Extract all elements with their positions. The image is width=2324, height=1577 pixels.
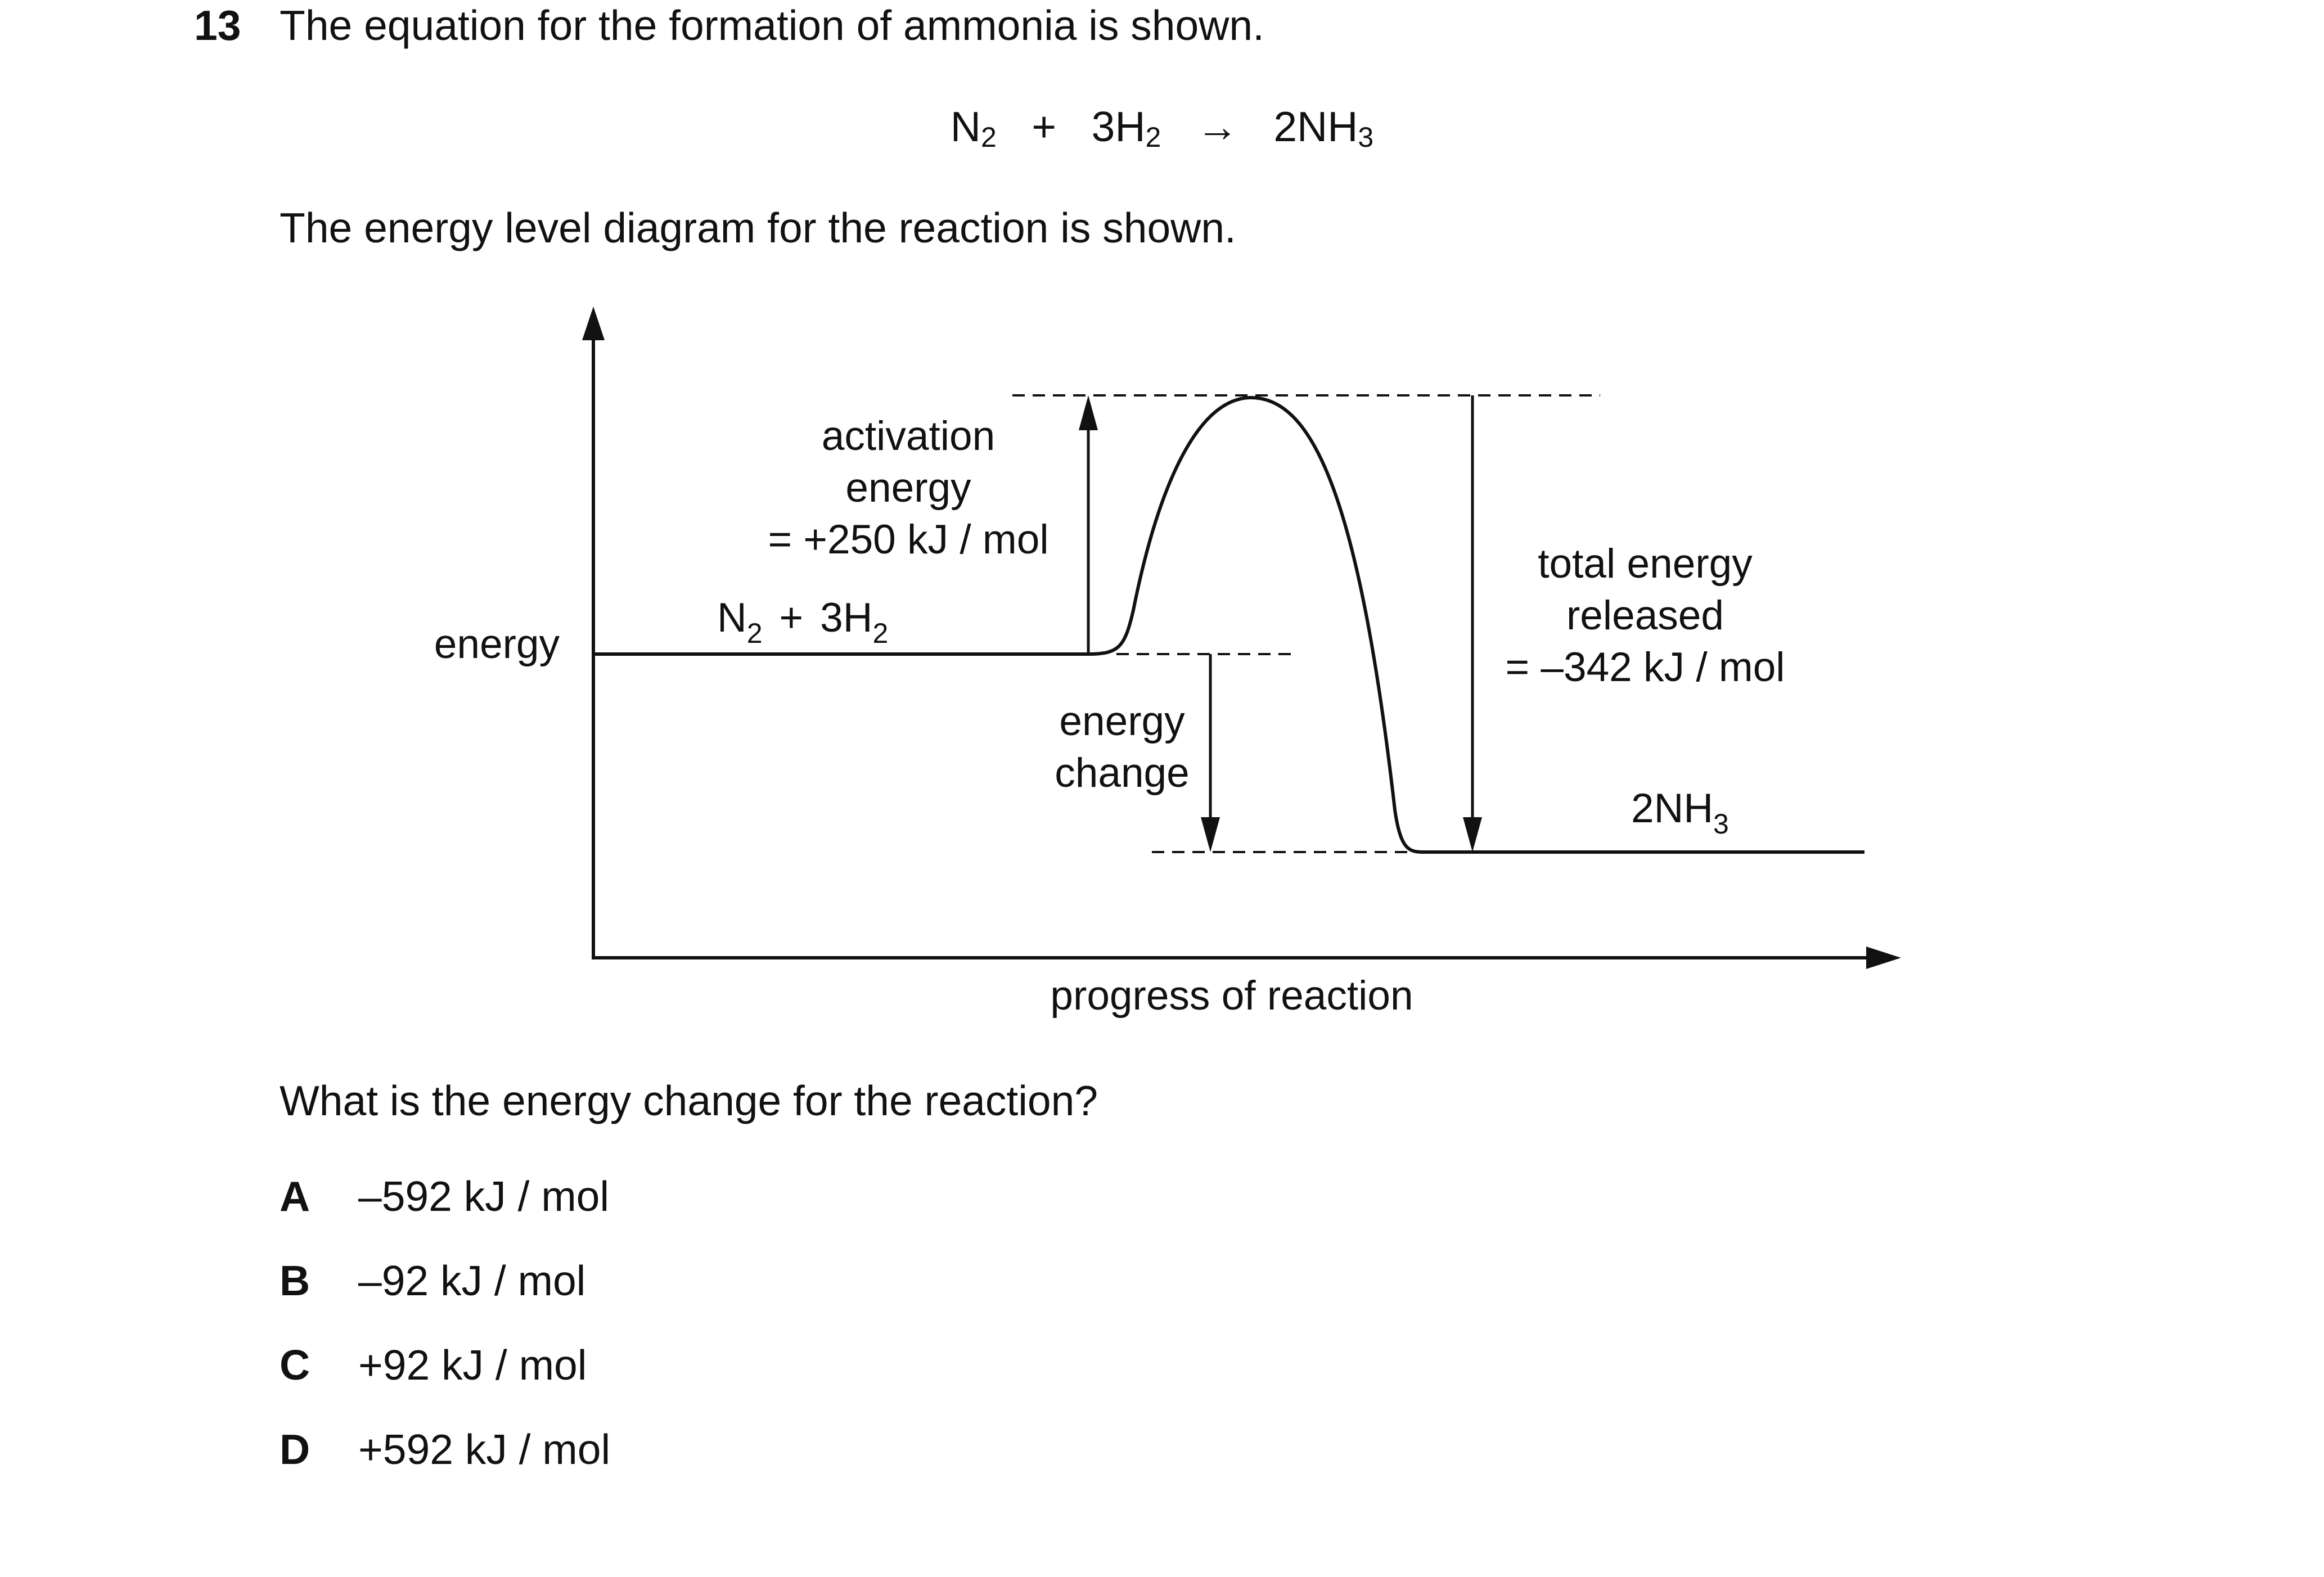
activation-energy-label-line-2: energy: [845, 465, 971, 511]
reaction-profile-curve: [593, 395, 1864, 854]
equation-reactant-1: N: [950, 103, 981, 150]
y-axis: [582, 307, 605, 959]
option-d-text[interactable]: +592 kJ / mol: [358, 1426, 611, 1473]
option-c-text[interactable]: +92 kJ / mol: [358, 1341, 587, 1389]
question-prompt: What is the energy change for the reacti…: [280, 1077, 1098, 1124]
equation-product-subscript: 3: [1358, 121, 1374, 153]
option-a-text[interactable]: –592 kJ / mol: [358, 1173, 610, 1220]
reactants-n: N: [717, 595, 747, 641]
equation-arrow: →: [1196, 103, 1238, 150]
products-label: 2NH3: [1631, 786, 1729, 840]
x-axis: [592, 947, 1901, 969]
question-number: 13: [194, 2, 241, 49]
activation-energy-label-line-1: activation: [822, 413, 995, 459]
chemical-equation: N2 + 3H2 → 2NH3: [0, 103, 2324, 153]
y-axis-label: energy: [434, 621, 560, 667]
reactants-h: 3H: [820, 595, 872, 641]
option-a-letter[interactable]: A: [280, 1173, 310, 1220]
equation-plus: +: [1032, 103, 1057, 150]
total-energy-released-label-line-1: total energy: [1538, 541, 1753, 587]
energy-change-label-line-1: energy: [1059, 699, 1185, 744]
total-energy-released-label-line-3: = –342 kJ / mol: [1505, 645, 1785, 690]
reactants-h-subscript: 2: [873, 618, 889, 649]
option-b-text[interactable]: –92 kJ / mol: [358, 1257, 586, 1304]
x-axis-arrowhead: [1866, 947, 1901, 969]
equation-reactant-2-subscript: 2: [1145, 121, 1161, 153]
energy-change-arrow: [1201, 654, 1220, 852]
total-energy-released-label-line-2: released: [1566, 593, 1724, 638]
equation-reactant-1-subscript: 2: [980, 121, 997, 153]
energy-change-label-line-2: change: [1055, 750, 1190, 796]
total-energy-released-arrow: [1463, 395, 1482, 852]
option-d-letter[interactable]: D: [280, 1426, 310, 1473]
y-axis-arrowhead: [582, 307, 605, 340]
activation-energy-label-line-3: = +250 kJ / mol: [768, 517, 1048, 562]
x-axis-label: progress of reaction: [1050, 973, 1413, 1019]
option-c-letter[interactable]: C: [280, 1341, 310, 1389]
question-text: The equation for the formation of ammoni…: [280, 2, 1264, 49]
reactants-plus: +: [780, 595, 804, 641]
diagram-intro-text: The energy level diagram for the reactio…: [280, 204, 1236, 251]
equation-reactant-2: 3H: [1091, 103, 1146, 150]
products-nh: 2NH: [1631, 786, 1713, 831]
reactants-label: N2 +3H2: [717, 595, 888, 649]
equation-product: 2NH: [1273, 103, 1358, 150]
activation-energy-arrow: [1079, 395, 1098, 654]
reactants-n-subscript: 2: [747, 618, 763, 649]
option-b-letter[interactable]: B: [280, 1257, 310, 1304]
products-subscript: 3: [1713, 808, 1729, 840]
